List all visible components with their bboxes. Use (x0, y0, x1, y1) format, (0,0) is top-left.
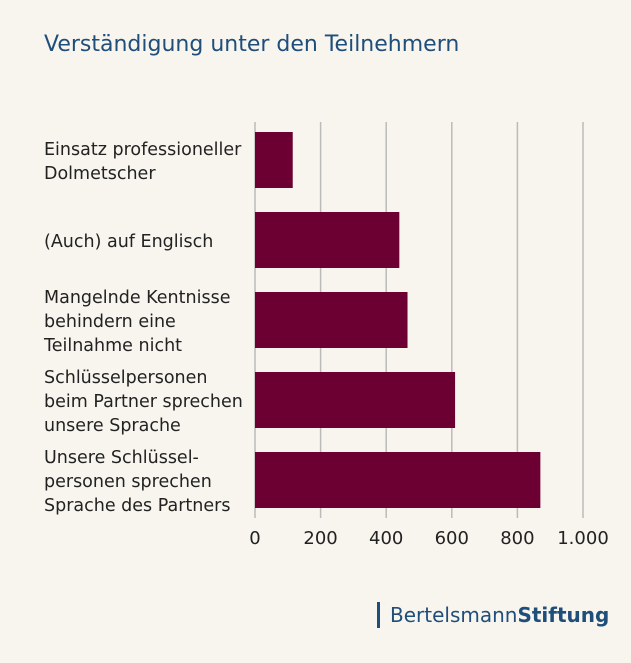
x-tick-label: 0 (249, 528, 260, 549)
x-tick-label: 1.000 (557, 528, 609, 549)
x-tick-label: 400 (369, 528, 403, 549)
y-tick-label: Einsatz professioneller Dolmetscher (44, 140, 242, 184)
bar (255, 292, 408, 348)
bar (255, 372, 456, 428)
chart-title: Verständigung unter den Teilnehmern (44, 32, 460, 57)
x-tick-label: 800 (500, 528, 534, 549)
bar (255, 132, 293, 188)
y-tick-label: Unsere Schlüssel- personen sprechen Spra… (44, 448, 231, 516)
x-tick-label: 600 (435, 528, 469, 549)
bar (255, 212, 400, 268)
y-tick-label: Schlüsselpersonen beim Partner sprechen … (44, 368, 243, 436)
y-tick-label: (Auch) auf Englisch (44, 232, 214, 252)
logo-name: Bertelsmann (390, 603, 518, 627)
logo: BertelsmannStiftung (377, 602, 609, 628)
logo-suffix: Stiftung (517, 603, 610, 627)
bar (255, 452, 541, 508)
x-tick-label: 200 (303, 528, 337, 549)
y-tick-label: Mangelnde Kentnisse behindern eine Teiln… (44, 288, 231, 356)
